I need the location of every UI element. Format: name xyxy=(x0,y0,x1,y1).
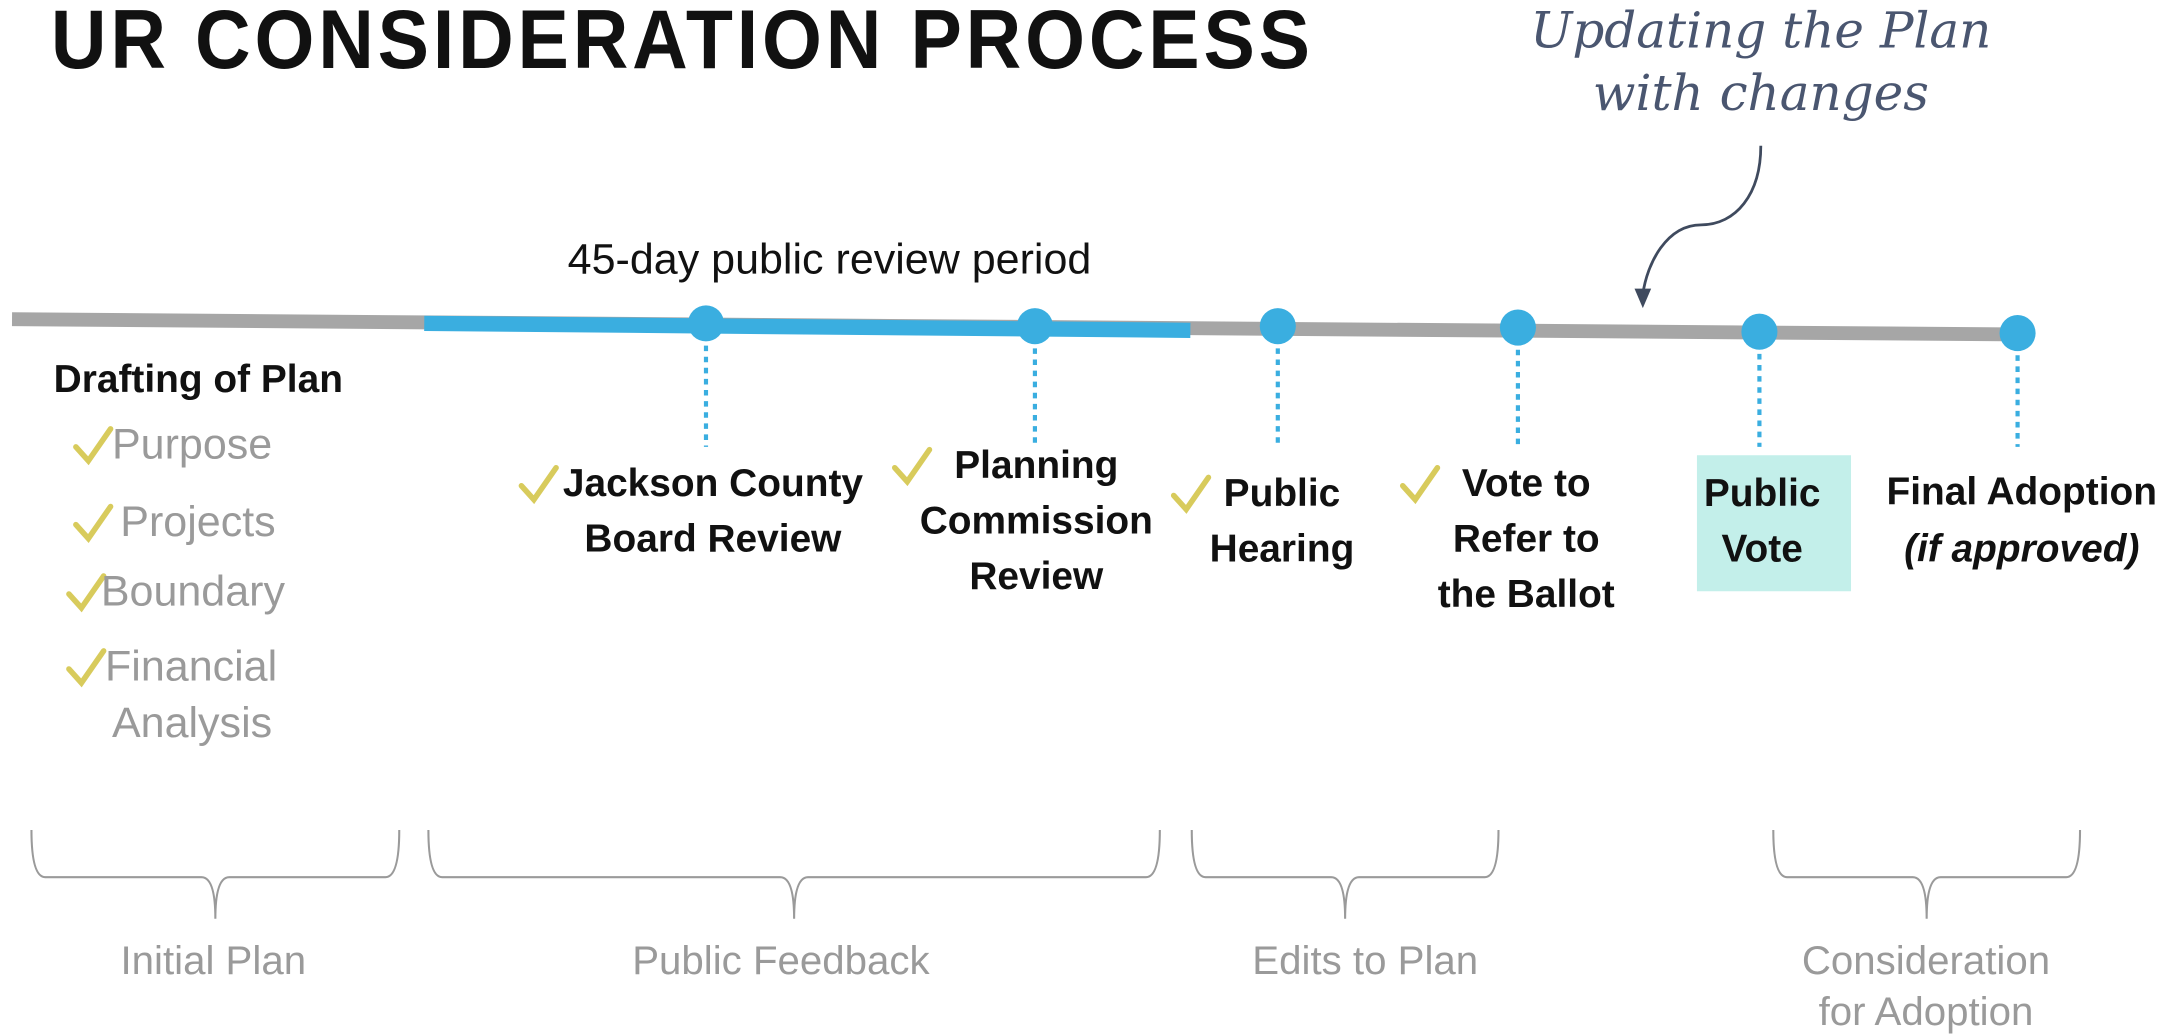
check-mark xyxy=(891,446,933,487)
milestone xyxy=(687,305,725,342)
drafting-item: Projects xyxy=(120,498,275,546)
highlight xyxy=(1696,455,1852,592)
milestone xyxy=(1259,308,1296,345)
annotation-arrow xyxy=(1641,145,1763,295)
phase-bracket xyxy=(1772,829,2082,919)
step-label: Planning xyxy=(954,444,1118,487)
step-label: Refer to xyxy=(1453,518,1600,561)
phase-bracket xyxy=(30,829,401,919)
check-mark xyxy=(73,426,114,466)
phase-bracket xyxy=(1190,829,1500,919)
drafting-item: Boundary xyxy=(101,567,286,615)
arrow-head xyxy=(1634,288,1652,309)
check-mark xyxy=(1170,474,1212,514)
annotation: Updating the Plan xyxy=(1530,2,1991,60)
phase-label: for Adoption xyxy=(1819,989,2034,1034)
step-label: Public xyxy=(1224,472,1341,515)
review-period-bar xyxy=(424,315,1191,338)
step-label: Hearing xyxy=(1210,527,1355,570)
step-note: (if approved) xyxy=(1904,527,2139,570)
check-mark xyxy=(518,464,559,505)
phase-label: Edits to Plan xyxy=(1252,938,1478,983)
step-label: Review xyxy=(969,555,1104,598)
step-label: Vote to xyxy=(1462,462,1591,505)
drafting-item: Analysis xyxy=(112,699,272,747)
milestone xyxy=(1499,309,1536,346)
phase-label: Public Feedback xyxy=(632,938,930,983)
phase-label: Consideration xyxy=(1802,938,2050,983)
step-label: Commission xyxy=(920,500,1153,543)
step-label: Jackson County xyxy=(563,462,864,505)
check-mark xyxy=(66,573,107,613)
step-label: Board Review xyxy=(584,518,842,561)
check-mark xyxy=(66,648,107,688)
annotation: with changes xyxy=(1593,64,1929,122)
drafting-item: Purpose xyxy=(112,420,272,468)
phase-label: Initial Plan xyxy=(120,938,306,983)
check-mark xyxy=(73,503,114,543)
drafting-heading: Drafting of Plan xyxy=(54,358,343,401)
milestone xyxy=(1999,315,2036,352)
drafting-item: Financial xyxy=(105,642,277,690)
milestone xyxy=(1016,308,1053,345)
milestone xyxy=(1741,313,1778,350)
step-label: Public xyxy=(1704,472,1821,515)
check-mark xyxy=(1399,464,1441,505)
step-label: the Ballot xyxy=(1438,573,1615,616)
step-label: Vote xyxy=(1722,527,1803,570)
title: UR CONSIDERATION PROCESS xyxy=(51,0,1314,86)
review-period-label: 45-day public review period xyxy=(568,236,1092,284)
phase-bracket xyxy=(427,829,1161,919)
step-label: Final Adoption xyxy=(1886,470,2157,513)
